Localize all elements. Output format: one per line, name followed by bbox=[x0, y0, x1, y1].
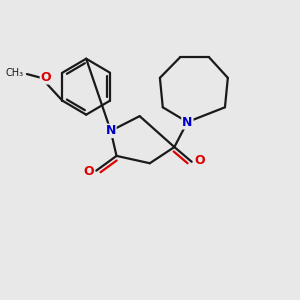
Text: O: O bbox=[40, 71, 51, 84]
Text: CH₃: CH₃ bbox=[6, 68, 24, 78]
Text: O: O bbox=[83, 165, 94, 178]
Text: N: N bbox=[182, 116, 193, 128]
Text: O: O bbox=[194, 154, 205, 167]
Text: N: N bbox=[106, 124, 116, 137]
